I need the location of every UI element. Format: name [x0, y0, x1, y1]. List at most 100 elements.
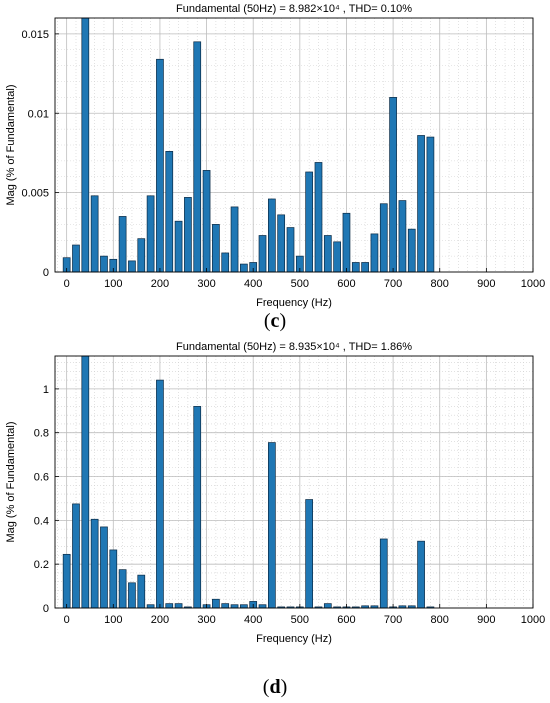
chart-1-bar — [212, 598, 220, 609]
chart-1-bar — [258, 604, 267, 609]
chart-1-x-tick-label: 200 — [151, 614, 169, 626]
chart-panel-c: Fundamental (50Hz) = 8.982×10⁴ , THD= 0.… — [0, 0, 550, 340]
chart-1-bar — [100, 526, 108, 609]
chart-0-x-tick-label: 700 — [384, 278, 402, 290]
chart-0-x-tick-label: 1000 — [521, 278, 545, 290]
chart-0-bar — [100, 255, 108, 273]
chart-0-bar — [221, 252, 230, 273]
chart-0-y-tick-label: 0.01 — [28, 108, 49, 120]
chart-1-x-tick-label: 500 — [291, 614, 309, 626]
chart-0-x-tick-label: 900 — [477, 278, 495, 290]
chart-0-bar — [323, 235, 332, 273]
chart-0-x-tick-label: 300 — [197, 278, 215, 290]
chart-0-x-tick-label: 0 — [64, 278, 70, 290]
chart-1-y-tick-label: 0.2 — [34, 559, 49, 571]
chart-1-bar — [230, 604, 239, 609]
chart-1-bar — [193, 406, 202, 609]
chart-1-x-tick-label: 800 — [431, 614, 449, 626]
chart-0-bar — [389, 97, 397, 273]
chart-1-bar — [240, 604, 248, 609]
chart-0-bar — [258, 235, 267, 273]
chart-0-bar — [137, 238, 146, 273]
chart-0-bar — [305, 171, 314, 273]
chart-0-bar — [426, 136, 435, 273]
chart-0-x-axis-label: Frequency (Hz) — [256, 297, 332, 309]
chart-1-bar — [118, 569, 127, 609]
chart-1-bar — [72, 503, 80, 609]
chart-1-bar — [417, 540, 425, 609]
chart-0-y-axis-label: Mag (% of Fundamental) — [5, 84, 17, 205]
chart-0-bar — [212, 224, 220, 273]
chart-0-bar — [174, 220, 183, 273]
chart-0-bar — [370, 233, 379, 273]
chart-1-bar — [379, 538, 388, 609]
chart-1-bar — [81, 355, 90, 609]
chart-1-x-tick-label: 0 — [64, 614, 70, 626]
chart-0-y-tick-label: 0.005 — [21, 188, 49, 200]
chart-0-bar — [379, 203, 388, 273]
panel-label-c: (c) — [263, 310, 287, 332]
chart-0-bar — [81, 17, 90, 273]
chart-1-bar — [62, 553, 71, 609]
chart-0-y-tick-label: 0.015 — [21, 29, 49, 41]
chart-0-bar — [240, 263, 248, 273]
chart-1-x-tick-label: 600 — [337, 614, 355, 626]
chart-1-title: Fundamental (50Hz) = 8.935×10⁴ , THD= 1.… — [176, 341, 412, 353]
chart-1-bar — [146, 604, 155, 609]
chart-0-bar — [202, 170, 211, 273]
chart-1-x-tick-label: 100 — [104, 614, 122, 626]
chart-0-bar — [351, 262, 360, 273]
chart-1-x-tick-label: 700 — [384, 614, 402, 626]
chart-0-bar — [165, 151, 174, 273]
chart-1-plot-area — [55, 356, 533, 608]
chart-0-axes-frame — [54, 17, 534, 273]
chart-0-bar — [314, 162, 323, 273]
chart-1-bar — [221, 603, 230, 609]
chart-1-bar — [165, 603, 174, 609]
chart-1-y-tick-label: 0.4 — [34, 515, 49, 527]
chart-1-y-tick-label: 1 — [43, 384, 49, 396]
chart-1-y-tick-label: 0.6 — [34, 472, 49, 484]
chart-1-bar — [174, 603, 183, 609]
chart-0-x-tick-label: 400 — [244, 278, 262, 290]
chart-0-bar — [72, 244, 80, 273]
chart-0-bar — [146, 195, 155, 273]
chart-0-x-tick-label: 600 — [337, 278, 355, 290]
chart-panel-d: Fundamental (50Hz) = 8.935×10⁴ , THD= 1.… — [0, 340, 550, 703]
chart-1-bar — [267, 442, 276, 609]
chart-1-bar — [305, 499, 314, 609]
chart-0-bar — [417, 135, 425, 273]
chart-0-bar — [230, 206, 239, 273]
chart-0-bar — [361, 262, 369, 273]
chart-1-x-axis-label: Frequency (Hz) — [256, 633, 332, 645]
chart-0-x-tick-label: 200 — [151, 278, 169, 290]
chart-1-bar — [137, 574, 146, 609]
chart-0-bar — [407, 228, 416, 273]
chart-1-y-axis-label: Mag (% of Fundamental) — [5, 421, 17, 542]
chart-0-bar — [286, 227, 295, 273]
chart-0-bar — [90, 195, 99, 273]
chart-1-bar — [156, 379, 164, 609]
chart-0-x-tick-label: 800 — [431, 278, 449, 290]
chart-1-bar — [323, 603, 332, 609]
chart-1-x-tick-label: 400 — [244, 614, 262, 626]
chart-0-bar — [193, 41, 202, 273]
chart-d-svg: Fundamental (50Hz) = 8.935×10⁴ , THD= 1.… — [5, 341, 545, 645]
chart-0-bar — [333, 241, 341, 273]
chart-0-bar — [118, 216, 127, 273]
chart-0-bar — [398, 200, 407, 273]
chart-1-x-tick-label: 300 — [197, 614, 215, 626]
chart-1-y-tick-label: 0 — [43, 603, 49, 615]
chart-0-bar — [277, 214, 286, 273]
chart-1-x-tick-label: 1000 — [521, 614, 545, 626]
chart-1-x-tick-label: 900 — [477, 614, 495, 626]
panel-label-d: (d) — [262, 676, 288, 698]
chart-0-bar — [156, 58, 164, 273]
chart-1-y-tick-label: 0.8 — [34, 428, 49, 440]
chart-0-bar — [267, 198, 276, 273]
chart-0-title: Fundamental (50Hz) = 8.982×10⁴ , THD= 0.… — [176, 3, 412, 15]
chart-c-svg: Fundamental (50Hz) = 8.982×10⁴ , THD= 0.… — [5, 3, 545, 309]
chart-1-axes-frame — [54, 355, 534, 609]
chart-0-bar — [342, 212, 351, 273]
chart-0-x-tick-label: 100 — [104, 278, 122, 290]
